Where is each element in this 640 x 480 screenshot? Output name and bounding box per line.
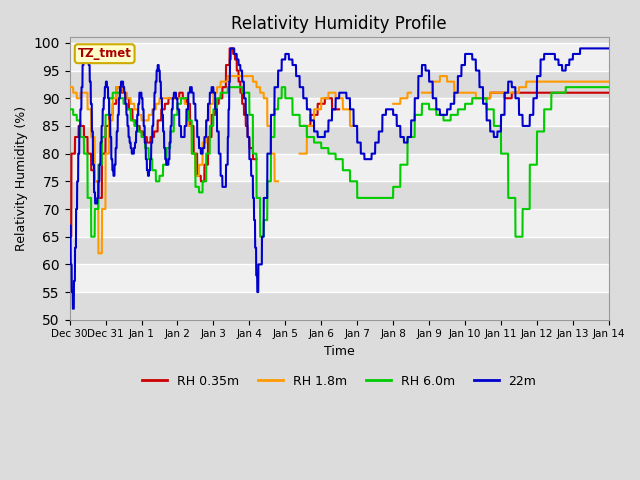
- Bar: [70, 126, 609, 154]
- RH 6.0m: [127, 118, 135, 123]
- RH 6.0m: [595, 84, 602, 90]
- Bar: [70, 264, 609, 292]
- 22m: [273, 84, 280, 90]
- RH 1.8m: [159, 96, 167, 101]
- RH 0.35m: [66, 234, 74, 240]
- RH 1.8m: [595, 79, 602, 84]
- RH 0.35m: [127, 107, 135, 112]
- Line: 22m: 22m: [70, 48, 609, 309]
- Bar: [70, 71, 609, 98]
- Line: RH 1.8m: RH 1.8m: [70, 76, 609, 253]
- RH 0.35m: [159, 107, 167, 112]
- Bar: [70, 181, 609, 209]
- Bar: [70, 154, 609, 181]
- RH 1.8m: [536, 79, 544, 84]
- Text: TZ_tmet: TZ_tmet: [77, 47, 132, 60]
- 22m: [127, 145, 135, 151]
- Bar: [70, 237, 609, 264]
- X-axis label: Time: Time: [324, 345, 355, 358]
- Bar: [70, 43, 609, 71]
- Line: RH 6.0m: RH 6.0m: [70, 87, 609, 237]
- Y-axis label: Relativity Humidity (%): Relativity Humidity (%): [15, 106, 28, 251]
- RH 6.0m: [66, 107, 74, 112]
- 22m: [536, 73, 544, 79]
- RH 0.35m: [536, 90, 544, 96]
- Line: RH 0.35m: RH 0.35m: [70, 48, 609, 237]
- Legend: RH 0.35m, RH 1.8m, RH 6.0m, 22m: RH 0.35m, RH 1.8m, RH 6.0m, 22m: [137, 370, 541, 393]
- Bar: [70, 292, 609, 320]
- 22m: [296, 84, 303, 90]
- RH 6.0m: [296, 123, 303, 129]
- RH 0.35m: [595, 90, 602, 96]
- RH 6.0m: [273, 107, 280, 112]
- 22m: [595, 46, 602, 51]
- RH 1.8m: [296, 151, 304, 156]
- Bar: [70, 98, 609, 126]
- RH 6.0m: [159, 162, 167, 168]
- Title: Relativity Humidity Profile: Relativity Humidity Profile: [232, 15, 447, 33]
- 22m: [66, 223, 74, 228]
- RH 1.8m: [273, 179, 280, 184]
- RH 1.8m: [127, 101, 135, 107]
- Bar: [70, 209, 609, 237]
- RH 6.0m: [536, 129, 544, 134]
- RH 1.8m: [66, 84, 74, 90]
- 22m: [159, 129, 167, 134]
